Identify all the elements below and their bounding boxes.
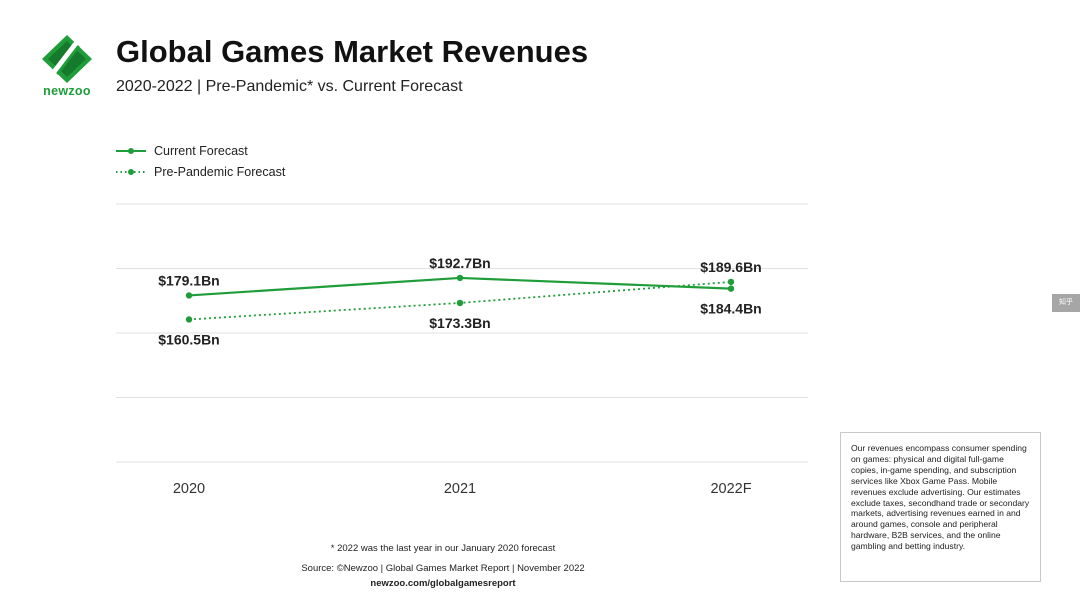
legend-item-pre-pandemic: Pre-Pandemic Forecast	[116, 161, 285, 182]
x-tick-label: 2022F	[710, 481, 751, 497]
data-label: $192.7Bn	[429, 255, 490, 271]
asterisk-footnote: * 2022 was the last year in our January …	[330, 543, 556, 554]
legend-label-current: Current Forecast	[154, 143, 248, 158]
legend: Current Forecast Pre-Pandemic Forecast	[116, 140, 285, 182]
chart-subtitle: 2020-2022 | Pre-Pandemic* vs. Current Fo…	[116, 78, 463, 95]
legend-label-pre-pandemic: Pre-Pandemic Forecast	[154, 164, 286, 179]
data-label: $160.5Bn	[158, 331, 219, 347]
logo-wordmark: newzoo	[43, 84, 91, 98]
data-label: $173.3Bn	[429, 315, 490, 331]
x-tick-label: 2020	[173, 481, 205, 497]
chart-title: Global Games Market Revenues	[116, 34, 589, 69]
newzoo-logo	[42, 35, 92, 83]
data-label: $189.6Bn	[700, 259, 761, 275]
x-tick-label: 2021	[444, 481, 476, 497]
pre-pandemic-data-point	[727, 278, 735, 286]
solid-line-marker-icon	[116, 147, 146, 154]
current-data-point	[185, 292, 193, 299]
legend-item-current: Current Forecast	[116, 140, 285, 161]
pre-pandemic-data-point	[456, 299, 464, 307]
source-footnote: Source: ©Newzoo | Global Games Market Re…	[301, 563, 585, 574]
current-data-point	[727, 285, 735, 292]
data-label: $179.1Bn	[158, 272, 219, 288]
data-label: $184.4Bn	[700, 301, 761, 317]
report-url[interactable]: newzoo.com/globalgamesreport	[370, 578, 516, 589]
dotted-line-marker-icon	[116, 168, 146, 175]
pre-pandemic-data-point	[185, 316, 193, 323]
methodology-note: Our revenues encompass consumer spending…	[840, 432, 1041, 582]
side-tab[interactable]: 知乎	[1052, 294, 1080, 312]
current-data-point	[456, 274, 464, 282]
